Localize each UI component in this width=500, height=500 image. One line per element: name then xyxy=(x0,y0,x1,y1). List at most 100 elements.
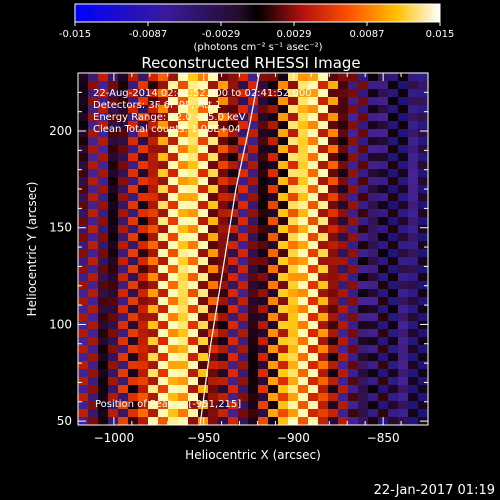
heatmap-cell xyxy=(338,161,349,170)
heatmap-cell xyxy=(268,137,279,146)
heatmap-cell xyxy=(278,401,289,410)
heatmap-cell xyxy=(208,345,219,354)
heatmap-cell xyxy=(348,97,359,106)
heatmap-cell xyxy=(368,409,379,418)
heatmap-cell xyxy=(198,161,209,170)
heatmap-cell xyxy=(278,289,289,298)
heatmap-cell xyxy=(378,369,389,378)
heatmap-cell xyxy=(238,297,249,306)
heatmap-cell xyxy=(398,369,409,378)
heatmap-cell xyxy=(198,81,209,90)
heatmap-cell xyxy=(168,265,179,274)
heatmap-cell xyxy=(208,105,219,114)
heatmap-cell xyxy=(378,281,389,290)
heatmap-cell xyxy=(148,257,159,266)
heatmap-cell xyxy=(118,321,129,330)
heatmap-cell xyxy=(198,289,209,298)
heatmap-cell xyxy=(378,129,389,138)
heatmap-cell xyxy=(158,185,169,194)
heatmap-cell xyxy=(128,185,139,194)
heatmap-cell xyxy=(228,73,239,82)
heatmap-cell xyxy=(288,145,299,154)
heatmap-cell xyxy=(408,201,419,210)
heatmap-cell xyxy=(398,177,409,186)
heatmap-cell xyxy=(198,185,209,194)
heatmap-cell xyxy=(98,401,109,410)
heatmap-cell xyxy=(168,345,179,354)
heatmap-cell xyxy=(338,409,349,418)
heatmap-cell xyxy=(88,153,99,162)
heatmap-cell xyxy=(278,409,289,418)
heatmap-cell xyxy=(348,273,359,282)
heatmap-cell xyxy=(338,273,349,282)
x-tick-label: −900 xyxy=(277,431,310,445)
heatmap-cell xyxy=(168,185,179,194)
heatmap-cell xyxy=(78,161,89,170)
heatmap-cell xyxy=(168,209,179,218)
heatmap-cell xyxy=(328,169,339,178)
heatmap-cell xyxy=(178,417,189,425)
heatmap-cell xyxy=(208,169,219,178)
heatmap-cell xyxy=(218,417,229,425)
heatmap-cell xyxy=(258,185,269,194)
heatmap-cell xyxy=(358,281,369,290)
heatmap-cell xyxy=(408,401,419,410)
heatmap-cell xyxy=(178,161,189,170)
heatmap-cell xyxy=(358,409,369,418)
heatmap-cell xyxy=(118,233,129,242)
heatmap-cell xyxy=(328,313,339,322)
heatmap-cell xyxy=(178,401,189,410)
heatmap-cell xyxy=(148,265,159,274)
heatmap-cell xyxy=(118,361,129,370)
heatmap-cell xyxy=(338,329,349,338)
heatmap-cell xyxy=(158,417,169,425)
heatmap-cell xyxy=(378,81,389,90)
heatmap-cell xyxy=(148,97,159,106)
heatmap-cell xyxy=(198,321,209,330)
heatmap-cell xyxy=(88,193,99,202)
heatmap-cell xyxy=(308,369,319,378)
heatmap-cell xyxy=(348,73,359,82)
heatmap-cell xyxy=(368,257,379,266)
heatmap-cell xyxy=(188,409,199,418)
heatmap-cell xyxy=(148,137,159,146)
heatmap-cell xyxy=(318,81,329,90)
heatmap-cell xyxy=(358,361,369,370)
heatmap-cell xyxy=(148,281,159,290)
heatmap-cell xyxy=(88,241,99,250)
heatmap-cell xyxy=(378,329,389,338)
heatmap-cell xyxy=(418,185,428,194)
heatmap-cell xyxy=(408,273,419,282)
heatmap-cell xyxy=(398,257,409,266)
heatmap-cell xyxy=(388,417,399,425)
heatmap-cell xyxy=(408,233,419,242)
heatmap-cell xyxy=(378,345,389,354)
heatmap-cell xyxy=(208,113,219,122)
heatmap-cell xyxy=(358,89,369,98)
heatmap-cell xyxy=(228,313,239,322)
heatmap-cell xyxy=(138,73,149,82)
heatmap-cell xyxy=(378,185,389,194)
heatmap-cell xyxy=(98,225,109,234)
heatmap-cell xyxy=(378,217,389,226)
heatmap-cell xyxy=(258,329,269,338)
heatmap-cell xyxy=(128,265,139,274)
heatmap-cell xyxy=(218,225,229,234)
heatmap-cell xyxy=(98,209,109,218)
heatmap-cell xyxy=(368,337,379,346)
heatmap-cell xyxy=(198,201,209,210)
heatmap-cell xyxy=(108,73,119,82)
heatmap-cell xyxy=(138,385,149,394)
heatmap-cell xyxy=(108,81,119,90)
heatmap-cell xyxy=(378,385,389,394)
heatmap-cell xyxy=(218,81,229,90)
heatmap-cell xyxy=(358,369,369,378)
heatmap-cell xyxy=(248,137,259,146)
heatmap-cell xyxy=(198,337,209,346)
heatmap-cell xyxy=(328,337,339,346)
heatmap-cell xyxy=(298,305,309,314)
heatmap-cell xyxy=(378,393,389,402)
heatmap-cell xyxy=(238,97,249,106)
heatmap-cell xyxy=(218,73,229,82)
heatmap-cell xyxy=(168,289,179,298)
